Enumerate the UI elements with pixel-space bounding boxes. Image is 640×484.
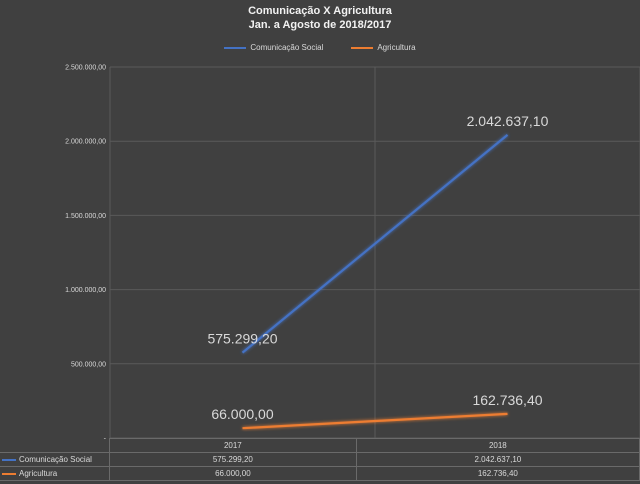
data-table-category: 2017: [109, 438, 357, 453]
gridlines: [109, 66, 640, 439]
series-key-comunicacao: [2, 458, 16, 461]
series-name-comunicacao: Comunicação Social: [19, 455, 92, 464]
legend-swatch-agricultura: [351, 46, 374, 49]
series-lines: [241, 134, 509, 430]
data-labels: 575.299,20 2.042.637,10 66.000,00 162.736,4…: [207, 113, 548, 422]
legend: Comunicação Social Agricultura: [0, 43, 640, 52]
y-tick-label: 2.500.000,00: [65, 65, 106, 72]
y-tick-label: 1.000.000,00: [65, 287, 106, 294]
data-table-category: 2018: [355, 438, 640, 453]
data-table-cell: 162.736,40: [355, 466, 640, 481]
data-table-corner: [0, 438, 110, 453]
y-tick-label: 1.500.000,00: [65, 213, 106, 220]
chart-subtitle: Jan. a Agosto de 2018/2017: [248, 19, 392, 31]
data-table-header-row: 2017 2018: [0, 438, 640, 453]
legend-swatch-comunicacao: [224, 46, 247, 49]
data-table-row: Agricultura 66.000,00 162.736,40: [0, 466, 640, 481]
y-tick-label: -: [104, 436, 107, 441]
data-table: 2017 2018 Comunicação Social 575.299,20 …: [0, 438, 640, 481]
data-table-series-name: Comunicação Social: [0, 452, 110, 467]
data-label: 2.042.637,10: [467, 113, 549, 129]
legend-label-comunicacao: Comunicação Social: [250, 43, 324, 52]
data-table-cell: 575.299,20: [109, 452, 357, 467]
series-name-agricultura: Agricultura: [19, 469, 58, 478]
series-key-agricultura: [2, 472, 16, 475]
y-axis: - 500.000,00 1.000.000,00 1.500.000,00 2.000…: [65, 65, 107, 441]
data-label: 575.299,20: [207, 331, 277, 347]
series-line: [241, 134, 509, 354]
legend-item-agricultura: Agricultura: [351, 43, 416, 52]
y-tick-label: 2.000.000,00: [65, 139, 106, 146]
data-table-cell: 66.000,00: [109, 466, 357, 481]
legend-label-agricultura: Agricultura: [377, 43, 416, 52]
data-table-cell: 2.042.637,10: [355, 452, 640, 467]
y-tick-label: 500.000,00: [71, 361, 106, 368]
data-table-row: Comunicação Social 575.299,20 2.042.637,…: [0, 452, 640, 467]
data-label: 66.000,00: [211, 406, 273, 422]
data-label: 162.736,40: [472, 392, 542, 408]
data-table-series-name: Agricultura: [0, 466, 110, 481]
series-line: [242, 412, 508, 430]
legend-item-comunicacao: Comunicação Social: [224, 43, 323, 52]
plot-area: - 500.000,00 1.000.000,00 1.500.000,00 2.000…: [65, 65, 640, 441]
chart-title: Comunicação X Agricultura: [248, 5, 392, 17]
